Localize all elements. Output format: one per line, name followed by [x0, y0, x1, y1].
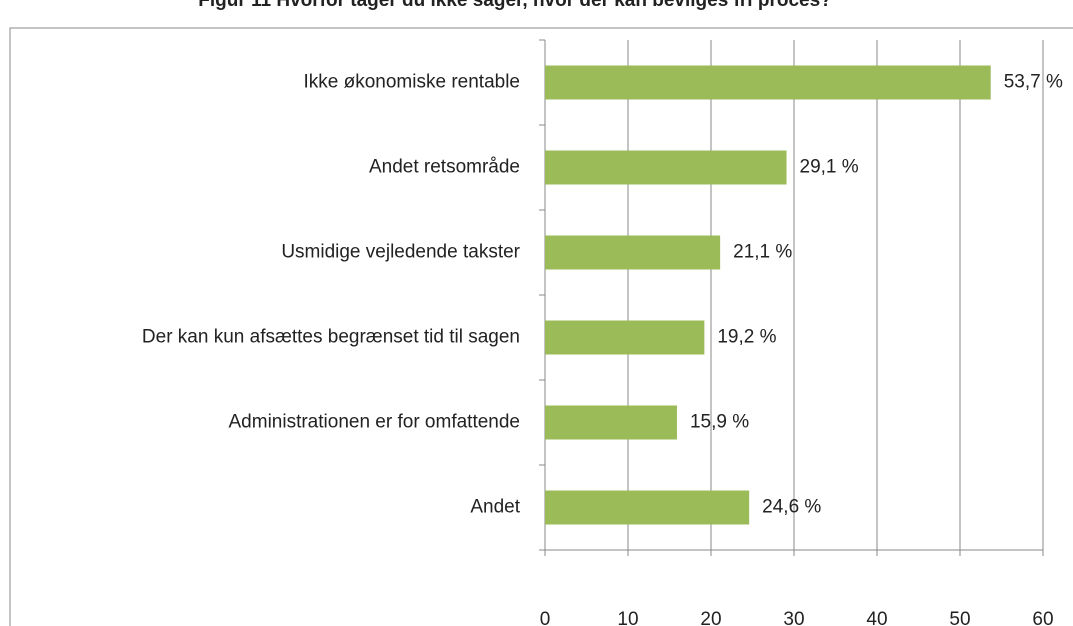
y-tick-label: Administrationen er for omfattende [229, 412, 521, 433]
bar [545, 65, 991, 100]
bar [545, 490, 750, 525]
y-tick-label: Andet [470, 497, 520, 518]
bar [545, 235, 721, 270]
chart-title: Figur 11 Hvorfor tager du ikke sager, hv… [198, 0, 832, 11]
chart-frame [9, 27, 1073, 626]
y-tick-label: Ikke økonomiske rentable [304, 72, 521, 93]
value-label: 53,7 % [1004, 72, 1063, 93]
y-tick-label: Andet retsområde [369, 157, 520, 178]
y-tick-label: Usmidige vejledende takster [281, 242, 520, 263]
x-tick-label: 60 [1032, 609, 1053, 626]
x-tick-label: 40 [866, 609, 887, 626]
x-tick-label: 10 [617, 609, 638, 626]
value-label: 24,6 % [762, 497, 821, 518]
y-tick-label: Der kan kun afsættes begrænset tid til s… [142, 327, 520, 348]
value-label: 29,1 % [800, 157, 859, 178]
value-label: 21,1 % [733, 242, 792, 263]
value-label: 19,2 % [717, 327, 776, 348]
value-label: 15,9 % [690, 412, 749, 433]
bar [545, 405, 677, 440]
x-tick-label: 20 [700, 609, 721, 626]
bar [545, 320, 705, 355]
x-tick-label: 30 [783, 609, 804, 626]
x-tick-label: 0 [540, 609, 551, 626]
bar [545, 150, 787, 185]
x-tick-label: 50 [949, 609, 970, 626]
